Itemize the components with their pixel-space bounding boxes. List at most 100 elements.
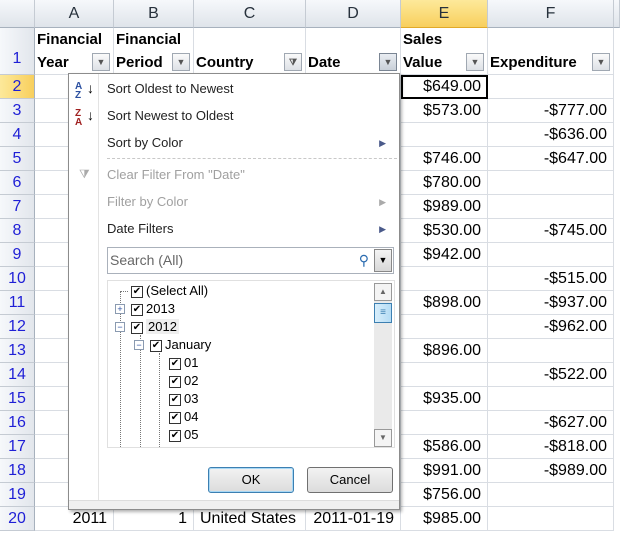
cell-e3[interactable]: $573.00 xyxy=(401,99,488,123)
scroll-up-arrow-icon[interactable]: ▲ xyxy=(374,283,392,301)
tree-item-day[interactable]: ✔ 01 xyxy=(169,354,198,372)
row-header[interactable]: 6 xyxy=(0,171,35,195)
column-header-d[interactable]: D xyxy=(306,0,401,28)
header-cell[interactable]: Country ⧩ xyxy=(194,28,306,75)
cell-e4[interactable] xyxy=(401,123,488,147)
row-header[interactable]: 10 xyxy=(0,267,35,291)
row-header[interactable]: 14 xyxy=(0,363,35,387)
cell-e5[interactable]: $746.00 xyxy=(401,147,488,171)
cell-f19[interactable] xyxy=(488,483,614,507)
cell-f15[interactable] xyxy=(488,387,614,411)
row-header[interactable]: 5 xyxy=(0,147,35,171)
header-cell[interactable]: Financial Period ▼ xyxy=(114,28,194,75)
row-header[interactable]: 13 xyxy=(0,339,35,363)
sort-oldest-to-newest[interactable]: Sort Oldest to Newest xyxy=(107,81,234,96)
cell-e9[interactable]: $942.00 xyxy=(401,243,488,267)
filter-active-icon[interactable]: ⧩ xyxy=(284,53,302,71)
row-header[interactable]: 4 xyxy=(0,123,35,147)
cell-c20[interactable]: United States xyxy=(194,507,306,531)
cell-f17[interactable]: -$818.00 xyxy=(488,435,614,459)
ok-button[interactable]: OK xyxy=(208,467,294,493)
cell-f14[interactable]: -$522.00 xyxy=(488,363,614,387)
row-header[interactable]: 12 xyxy=(0,315,35,339)
cell-e19[interactable]: $756.00 xyxy=(401,483,488,507)
row-header[interactable]: 1 xyxy=(0,28,35,75)
cell-f3[interactable]: -$777.00 xyxy=(488,99,614,123)
row-header[interactable]: 8 xyxy=(0,219,35,243)
cell-e18[interactable]: $991.00 xyxy=(401,459,488,483)
checkbox-checked[interactable]: ✔ xyxy=(150,339,162,352)
cell-f8[interactable]: -$745.00 xyxy=(488,219,614,243)
cell-f2[interactable] xyxy=(488,75,614,99)
row-header[interactable]: 20 xyxy=(0,507,35,531)
cell-e12[interactable] xyxy=(401,315,488,339)
header-cell[interactable]: Financial Year ▼ xyxy=(35,28,114,75)
cell-f12[interactable]: -$962.00 xyxy=(488,315,614,339)
cell-f11[interactable]: -$937.00 xyxy=(488,291,614,315)
cell-f4[interactable]: -$636.00 xyxy=(488,123,614,147)
cell-f18[interactable]: -$989.00 xyxy=(488,459,614,483)
scroll-down-arrow-icon[interactable]: ▼ xyxy=(374,429,392,447)
select-all-corner[interactable] xyxy=(0,0,35,28)
tree-item-2013[interactable]: ✔ 2013 xyxy=(131,300,175,318)
cell-f7[interactable] xyxy=(488,195,614,219)
row-header[interactable]: 15 xyxy=(0,387,35,411)
checkbox-checked[interactable]: ✔ xyxy=(169,357,181,370)
tree-item-january[interactable]: ✔ January xyxy=(150,336,211,354)
row-header[interactable]: 16 xyxy=(0,411,35,435)
cell-e2[interactable]: $649.00 xyxy=(401,75,488,99)
search-input[interactable]: Search (All) ⚲ ▼ xyxy=(107,247,394,274)
checkbox-checked[interactable]: ✔ xyxy=(169,429,181,442)
cancel-button[interactable]: Cancel xyxy=(307,467,393,493)
cell-e13[interactable]: $896.00 xyxy=(401,339,488,363)
resize-grip[interactable] xyxy=(69,500,399,509)
checkbox-checked[interactable]: ✔ xyxy=(169,375,181,388)
row-header[interactable]: 7 xyxy=(0,195,35,219)
cell-f20[interactable] xyxy=(488,507,614,531)
header-cell[interactable]: Expenditure ▼ xyxy=(488,28,614,75)
cell-e17[interactable]: $586.00 xyxy=(401,435,488,459)
column-header-c[interactable]: C xyxy=(194,0,306,28)
row-header[interactable]: 18 xyxy=(0,459,35,483)
row-header[interactable]: 9 xyxy=(0,243,35,267)
tree-scrollbar[interactable]: ▲ ≡ ▼ xyxy=(374,283,392,447)
date-filters[interactable]: Date Filters ▶ xyxy=(107,217,392,241)
row-header[interactable]: 3 xyxy=(0,99,35,123)
column-header-b[interactable]: B xyxy=(114,0,194,28)
cell-e10[interactable] xyxy=(401,267,488,291)
tree-item-select-all[interactable]: ✔ (Select All) xyxy=(131,282,208,300)
cell-e7[interactable]: $989.00 xyxy=(401,195,488,219)
cell-f13[interactable] xyxy=(488,339,614,363)
row-header[interactable]: 2 xyxy=(0,75,35,99)
tree-item-2012[interactable]: ✔ 2012 xyxy=(131,318,179,336)
filter-dropdown-button[interactable]: ▼ xyxy=(172,53,190,71)
cell-e16[interactable] xyxy=(401,411,488,435)
collapse-minus-icon[interactable]: − xyxy=(134,340,144,350)
cell-f5[interactable]: -$647.00 xyxy=(488,147,614,171)
cell-a20[interactable]: 2011 xyxy=(35,507,114,531)
cell-e14[interactable] xyxy=(401,363,488,387)
cell-f6[interactable] xyxy=(488,171,614,195)
checkbox-checked[interactable]: ✔ xyxy=(131,285,143,298)
tree-item-day[interactable]: ✔ 04 xyxy=(169,408,198,426)
cell-e6[interactable]: $780.00 xyxy=(401,171,488,195)
checkbox-checked[interactable]: ✔ xyxy=(169,393,181,406)
cell-f10[interactable]: -$515.00 xyxy=(488,267,614,291)
checkbox-checked[interactable]: ✔ xyxy=(131,303,143,316)
header-cell[interactable]: Date ▼ xyxy=(306,28,401,75)
row-header[interactable]: 19 xyxy=(0,483,35,507)
cell-f9[interactable] xyxy=(488,243,614,267)
cell-e20[interactable]: $985.00 xyxy=(401,507,488,531)
column-header-f[interactable]: F xyxy=(488,0,614,28)
search-options-dropdown[interactable]: ▼ xyxy=(374,249,392,272)
checkbox-checked[interactable]: ✔ xyxy=(131,321,143,334)
scroll-thumb[interactable]: ≡ xyxy=(374,303,392,323)
row-header[interactable]: 11 xyxy=(0,291,35,315)
cell-f16[interactable]: -$627.00 xyxy=(488,411,614,435)
header-cell[interactable]: Sales Value ▼ xyxy=(401,28,488,75)
row-header[interactable]: 17 xyxy=(0,435,35,459)
cell-e15[interactable]: $935.00 xyxy=(401,387,488,411)
checkbox-checked[interactable]: ✔ xyxy=(169,411,181,424)
filter-dropdown-button[interactable]: ▼ xyxy=(466,53,484,71)
tree-item-day[interactable]: ✔ 02 xyxy=(169,372,198,390)
